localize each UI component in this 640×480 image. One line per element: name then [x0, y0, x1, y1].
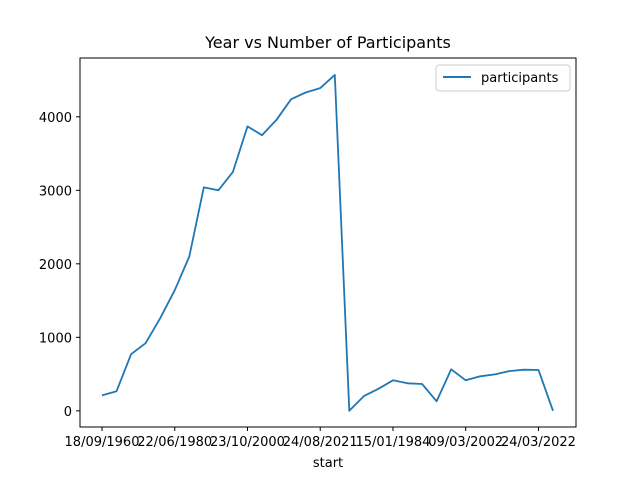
chart-title: Year vs Number of Participants	[204, 33, 451, 52]
y-tick-label: 1000	[39, 331, 72, 346]
y-tick-label: 0	[64, 405, 72, 420]
series-line-participants	[101, 74, 554, 412]
x-axis: 18/09/196022/06/198023/10/200024/08/2021…	[65, 427, 576, 450]
x-tick-label: 24/08/2021	[283, 435, 358, 450]
x-tick-label: 15/01/1984	[355, 435, 430, 450]
x-tick-label: 22/06/1980	[137, 435, 212, 450]
y-tick-label: 4000	[39, 111, 72, 126]
legend: participants	[435, 64, 571, 92]
plot-area	[101, 74, 554, 412]
y-tick-label: 2000	[39, 258, 72, 273]
x-tick-label: 09/03/2002	[428, 435, 503, 450]
axes-frame	[79, 57, 577, 428]
legend-box	[435, 64, 571, 92]
y-axis: 0 1000 2000 3000 4000	[39, 111, 80, 420]
x-axis-title: start	[313, 456, 343, 471]
x-tick-label: 23/10/2000	[210, 435, 285, 450]
x-tick-label: 18/09/1960	[65, 435, 140, 450]
x-tick-label: 24/03/2022	[501, 435, 576, 450]
legend-label-participants: participants	[481, 71, 559, 86]
y-tick-label: 3000	[39, 184, 72, 199]
